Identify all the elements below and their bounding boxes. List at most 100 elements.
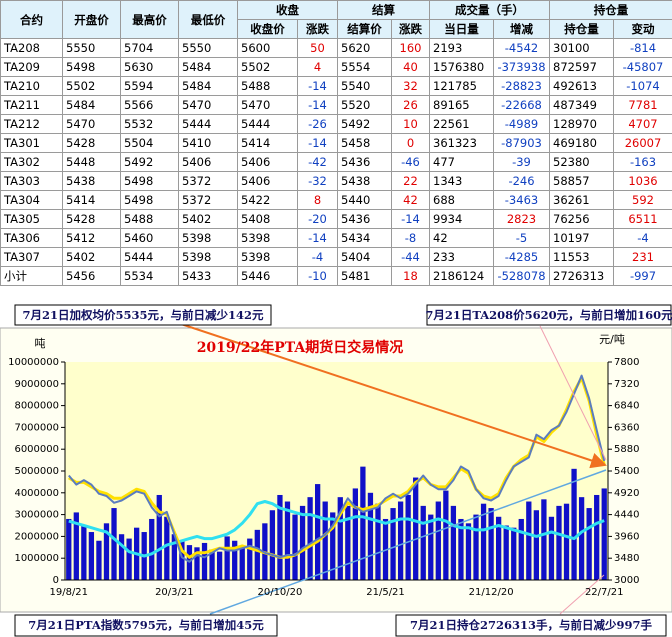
table-cell: 76256 — [549, 209, 614, 229]
table-cell: -28823 — [493, 76, 550, 96]
bar — [330, 512, 336, 580]
bar — [126, 538, 132, 580]
pointer-line — [209, 469, 607, 615]
bar — [556, 505, 562, 580]
table-cell: 50 — [297, 38, 338, 58]
header-cell: 成交量（手） — [429, 0, 550, 20]
table-cell: 26007 — [613, 133, 672, 153]
table-cell: -4285 — [493, 247, 550, 267]
y2-tick-label: 4920 — [614, 488, 639, 499]
y-tick-label: 7000000 — [14, 422, 59, 433]
table-cell: 487349 — [549, 95, 614, 115]
table-cell: 5444 — [178, 114, 238, 134]
table-cell: 160 — [391, 38, 430, 58]
y2-tick-label: 3960 — [614, 531, 639, 542]
table-cell: 18 — [391, 266, 430, 286]
header-cell: 当日量 — [429, 19, 494, 39]
table-cell: 5470 — [237, 95, 298, 115]
x-tick-label: 22/7/21 — [585, 587, 624, 598]
table-row: TA306 5412 5460 5398 5398 -14 5434 -8 42 -5 10197-… — [0, 228, 672, 248]
table-row: TA211 5484 5566 5470 5470 -14 5520 26 89165 -2266… — [0, 95, 672, 115]
table-row: TA209 5498 5630 5484 5502 4 5554 40 1576380 -3739… — [0, 57, 672, 77]
bar — [435, 501, 441, 580]
table-cell: 231 — [613, 247, 672, 267]
bar — [488, 508, 494, 580]
table-cell: 5398 — [237, 228, 298, 248]
bar — [209, 549, 215, 580]
bar — [156, 494, 162, 580]
y-tick-label: 1000000 — [14, 553, 59, 564]
table-cell: 5534 — [120, 266, 179, 286]
bar — [428, 514, 434, 580]
table-cell: 5492 — [337, 114, 392, 134]
bar — [480, 503, 487, 580]
bar — [299, 505, 306, 580]
bar — [88, 532, 95, 580]
table-cell: -1074 — [613, 76, 672, 96]
y-axis-label: 吨 — [35, 337, 46, 350]
table-cell: -997 — [613, 266, 672, 286]
plot-area — [65, 362, 608, 580]
header-cell: 持仓量 — [549, 0, 672, 20]
table-row: TA301 5428 5504 5410 5414 -14 5458 0 361323 -8790… — [0, 133, 672, 153]
table-cell: 30100 — [549, 38, 614, 58]
y-tick-label: 2000000 — [14, 531, 59, 542]
bar — [269, 510, 276, 580]
header-cell: 结算价 — [337, 19, 392, 39]
table-cell: 5428 — [62, 133, 121, 153]
bar — [563, 503, 570, 580]
y2-tick-label: 5400 — [614, 466, 639, 477]
bar — [548, 516, 555, 580]
annotation: 7月21日TA208价5620元，与前日增加160元 — [425, 308, 672, 322]
table-cell: TA306 — [0, 228, 63, 248]
bar — [247, 538, 253, 580]
table-cell: 233 — [429, 247, 494, 267]
table-cell: 5458 — [337, 133, 392, 153]
header-cell: 收盘 — [237, 0, 338, 20]
y-tick-label: 0 — [53, 575, 59, 586]
table-cell: 5504 — [120, 133, 179, 153]
line — [68, 374, 606, 563]
bar — [254, 529, 260, 580]
bar — [496, 516, 502, 580]
table-cell: 5408 — [237, 209, 298, 229]
bar — [541, 499, 547, 580]
bar — [322, 501, 328, 580]
bar — [503, 525, 509, 580]
y-tick-label: 6000000 — [14, 444, 59, 455]
futures-table: 合约 开盘价 最高价 最低价 收盘 结算 成交量（手） 持仓量 收盘价 涨跌 结算价… — [0, 0, 672, 286]
table-cell: -45807 — [613, 57, 672, 77]
table-cell: 9934 — [429, 209, 494, 229]
table-cell: 6511 — [613, 209, 672, 229]
bar — [81, 525, 87, 580]
bar — [284, 501, 291, 580]
bar — [397, 501, 404, 580]
x-tick-label: 19/8/21 — [49, 587, 88, 598]
bar — [511, 527, 517, 580]
bar — [352, 488, 358, 580]
y2-tick-label: 6840 — [614, 401, 639, 412]
bar — [66, 518, 72, 580]
table-cell: 5372 — [178, 190, 238, 210]
y2-tick-label: 3000 — [614, 575, 639, 586]
table-row: TA307 5402 5444 5398 5398 -4 5404 -44 233 -4285 11… — [0, 247, 672, 267]
bar — [405, 494, 411, 580]
y2-tick-label: 5880 — [614, 444, 639, 455]
table-cell: 361323 — [429, 133, 494, 153]
bar — [216, 551, 223, 580]
bar — [390, 508, 396, 580]
bar — [194, 547, 200, 580]
bar — [526, 501, 532, 580]
bar — [465, 523, 472, 580]
bar — [239, 547, 245, 580]
table-cell: 2726313 — [549, 266, 614, 286]
table-cell: 5456 — [62, 266, 121, 286]
bar — [96, 540, 102, 580]
table-cell: 2823 — [493, 209, 550, 229]
bar — [375, 503, 381, 580]
table-cell: 5498 — [120, 171, 179, 191]
bar — [594, 494, 600, 580]
table-cell: -4989 — [493, 114, 550, 134]
table-cell: 5704 — [120, 38, 179, 58]
